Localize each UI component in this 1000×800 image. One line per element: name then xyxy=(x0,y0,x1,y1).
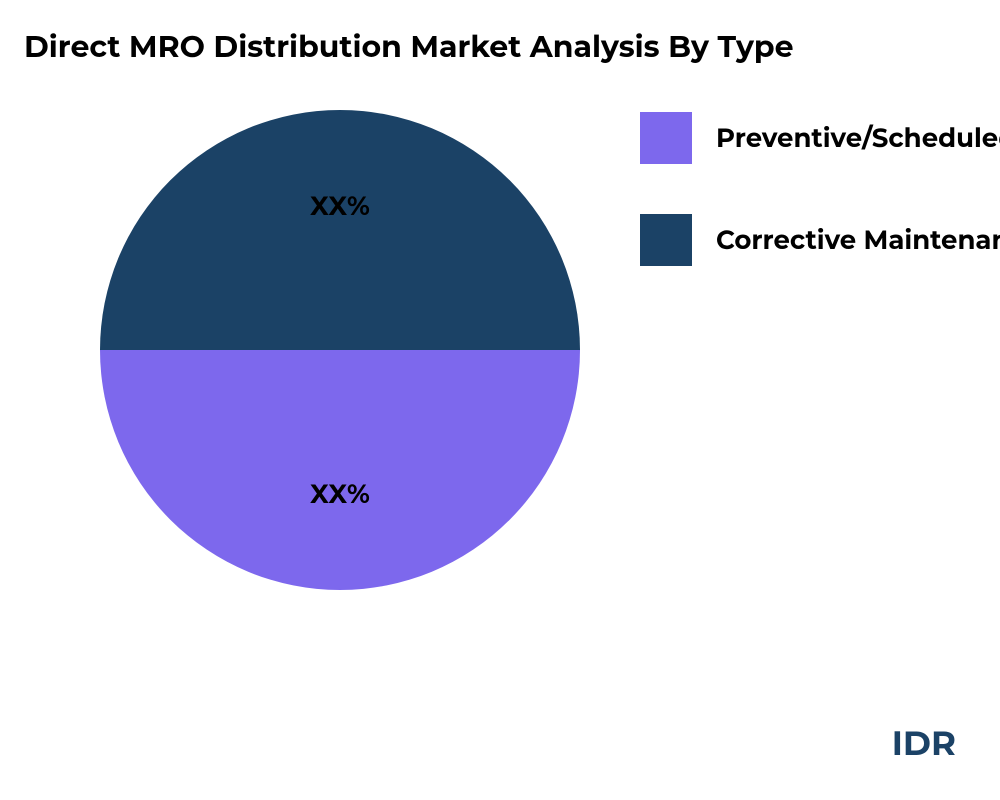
chart-title: Direct MRO Distribution Market Analysis … xyxy=(24,28,794,65)
legend-swatch xyxy=(640,214,692,266)
legend-label: Preventive/Scheduled Maintenance xyxy=(716,122,1000,154)
legend: Preventive/Scheduled Maintenance Correct… xyxy=(640,112,1000,266)
pie-chart: XX% XX% xyxy=(100,110,580,590)
pie-body xyxy=(100,110,580,590)
legend-swatch xyxy=(640,112,692,164)
slice-label-corrective: XX% xyxy=(310,190,370,222)
slice-label-preventive: XX% xyxy=(310,478,370,510)
legend-item-preventive: Preventive/Scheduled Maintenance xyxy=(640,112,1000,164)
legend-label: Corrective Maintenance xyxy=(716,224,1000,256)
brand-logo: IDR xyxy=(892,722,956,764)
legend-item-corrective: Corrective Maintenance xyxy=(640,214,1000,266)
